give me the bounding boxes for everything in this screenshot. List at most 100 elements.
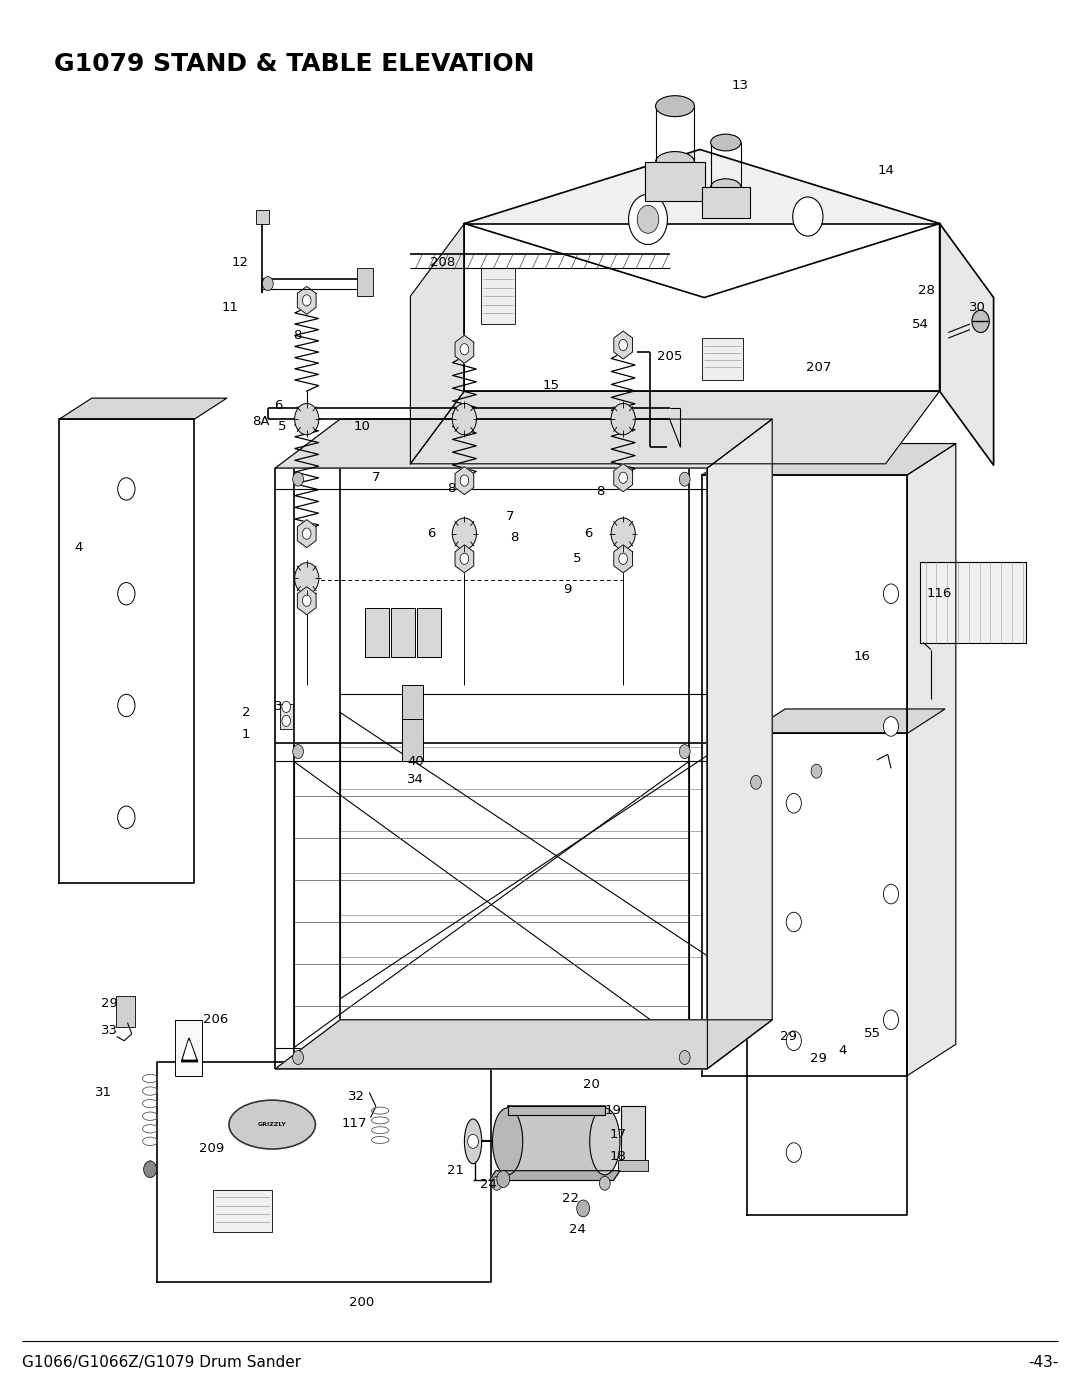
Circle shape (611, 404, 635, 434)
Polygon shape (613, 545, 633, 573)
Circle shape (786, 793, 801, 813)
Polygon shape (410, 224, 464, 464)
Text: 29: 29 (780, 1030, 797, 1044)
Polygon shape (707, 419, 772, 1069)
Polygon shape (275, 1020, 772, 1069)
Ellipse shape (492, 1108, 523, 1175)
Polygon shape (455, 545, 474, 573)
Ellipse shape (464, 1119, 482, 1164)
Text: 1: 1 (242, 728, 251, 742)
Text: 5: 5 (572, 552, 581, 566)
Polygon shape (59, 398, 227, 419)
Circle shape (293, 745, 303, 759)
Polygon shape (455, 467, 474, 495)
Bar (175, 1020, 202, 1076)
Text: 208: 208 (430, 256, 456, 270)
Circle shape (619, 553, 627, 564)
Polygon shape (907, 444, 956, 1076)
Text: 21: 21 (447, 1164, 464, 1178)
Text: 40: 40 (407, 754, 424, 768)
Bar (621, 1106, 645, 1162)
Ellipse shape (590, 1108, 620, 1175)
Circle shape (811, 764, 822, 778)
Circle shape (883, 1010, 899, 1030)
Text: 34: 34 (407, 773, 424, 787)
Circle shape (295, 404, 319, 434)
Circle shape (679, 1051, 690, 1065)
Bar (702, 338, 743, 380)
Text: 29: 29 (810, 1052, 827, 1066)
Bar (365, 608, 389, 657)
Text: 8A: 8A (253, 415, 270, 429)
Polygon shape (297, 587, 316, 615)
Text: 16: 16 (853, 650, 870, 664)
Text: 54: 54 (912, 317, 929, 331)
Polygon shape (410, 391, 940, 464)
Circle shape (786, 1143, 801, 1162)
Circle shape (460, 344, 469, 355)
Text: 8: 8 (596, 485, 605, 499)
Circle shape (302, 528, 311, 539)
Polygon shape (297, 520, 316, 548)
Bar (481, 268, 515, 324)
Text: 17: 17 (609, 1127, 626, 1141)
Text: 12: 12 (231, 256, 248, 270)
Polygon shape (464, 224, 940, 391)
Polygon shape (184, 1041, 195, 1059)
Polygon shape (747, 733, 907, 1215)
Circle shape (262, 277, 273, 291)
Text: 29: 29 (100, 996, 118, 1010)
Polygon shape (702, 475, 907, 1076)
Polygon shape (920, 562, 1026, 643)
Text: 117: 117 (341, 1116, 367, 1130)
Circle shape (302, 595, 311, 606)
Ellipse shape (229, 1101, 315, 1148)
Text: 7: 7 (505, 510, 514, 524)
Polygon shape (702, 444, 956, 475)
Circle shape (301, 408, 310, 419)
Text: 200: 200 (349, 1295, 375, 1309)
Text: 4: 4 (75, 541, 83, 555)
Text: 55: 55 (864, 1027, 881, 1041)
Circle shape (302, 295, 311, 306)
Text: 20: 20 (583, 1077, 600, 1091)
Polygon shape (508, 1106, 605, 1115)
Polygon shape (464, 149, 940, 298)
Text: 209: 209 (199, 1141, 225, 1155)
Text: 8: 8 (447, 482, 456, 496)
Text: 14: 14 (877, 163, 894, 177)
Text: 2: 2 (242, 705, 251, 719)
Bar (417, 608, 441, 657)
Text: 116: 116 (927, 587, 953, 601)
Polygon shape (613, 331, 633, 359)
Bar (645, 162, 705, 201)
Text: 206: 206 (203, 1013, 229, 1027)
Circle shape (497, 1171, 510, 1187)
Text: 31: 31 (95, 1085, 112, 1099)
Text: 207: 207 (806, 360, 832, 374)
Text: G1079 STAND & TABLE ELEVATION: G1079 STAND & TABLE ELEVATION (54, 52, 535, 75)
Bar (402, 685, 423, 719)
Text: 4: 4 (838, 1044, 847, 1058)
Circle shape (599, 1176, 610, 1190)
Bar (618, 1160, 648, 1171)
Circle shape (619, 339, 627, 351)
Polygon shape (455, 335, 474, 363)
Circle shape (118, 806, 135, 828)
Polygon shape (940, 224, 994, 465)
Polygon shape (489, 1171, 620, 1180)
Text: 30: 30 (969, 300, 986, 314)
Text: 6: 6 (274, 398, 283, 412)
Circle shape (460, 475, 469, 486)
Text: 205: 205 (657, 349, 683, 363)
Bar (391, 608, 415, 657)
Text: 3: 3 (274, 700, 283, 714)
Text: -43-: -43- (1028, 1355, 1058, 1370)
Circle shape (295, 563, 319, 594)
Circle shape (883, 717, 899, 736)
Circle shape (491, 1176, 502, 1190)
Circle shape (118, 478, 135, 500)
Text: 32: 32 (348, 1090, 365, 1104)
Circle shape (118, 694, 135, 717)
Circle shape (629, 194, 667, 244)
